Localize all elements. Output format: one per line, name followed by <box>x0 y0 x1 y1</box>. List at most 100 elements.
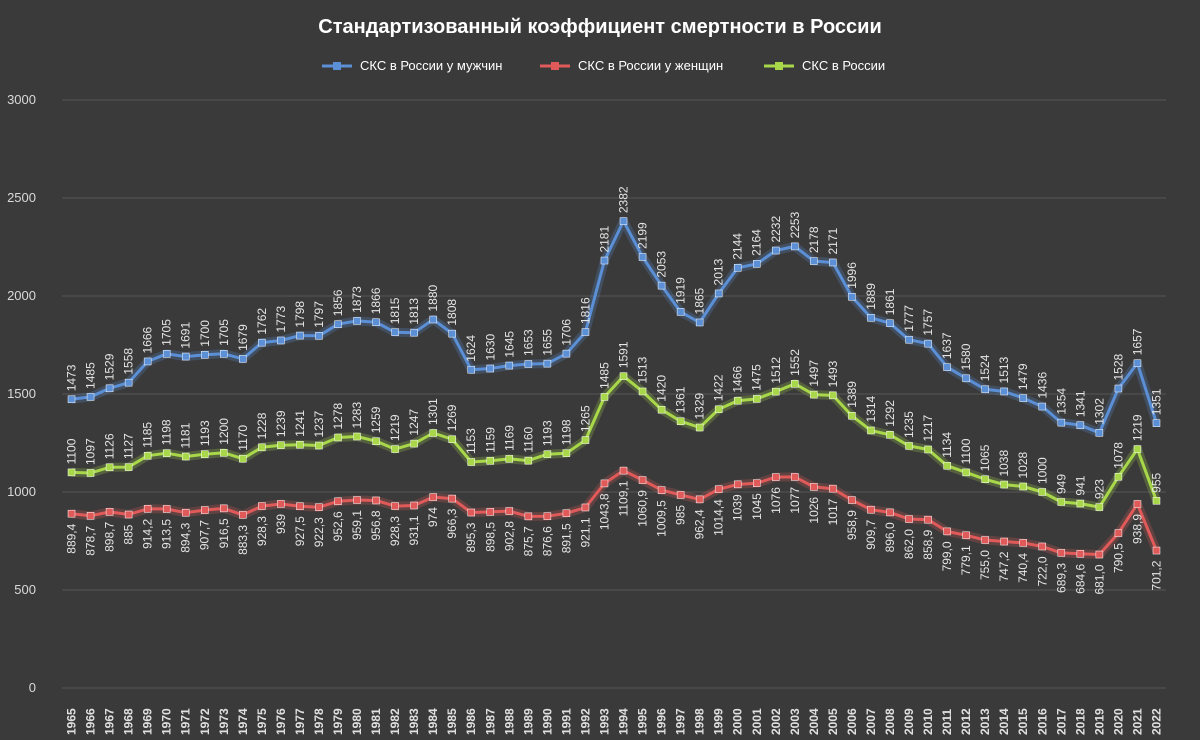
data-point <box>657 486 666 494</box>
data-point <box>143 357 152 366</box>
x-tick-label: 1992 <box>578 708 592 735</box>
data-point <box>124 510 133 519</box>
x-tick-label: 1984 <box>426 708 440 735</box>
x-tick-label: 1987 <box>483 708 497 735</box>
data-label: 1815 <box>388 297 402 324</box>
data-label: 799,0 <box>940 541 954 571</box>
x-tick-label: 2007 <box>864 708 878 735</box>
data-label: 1045 <box>750 493 764 520</box>
data-point <box>1038 402 1047 411</box>
data-label: 1513 <box>636 356 650 383</box>
data-label: 1265 <box>578 405 592 432</box>
data-label: 913,5 <box>160 519 174 549</box>
data-point <box>581 328 590 336</box>
data-point <box>867 505 875 514</box>
data-label: 2382 <box>617 186 631 213</box>
data-label: 883,3 <box>236 525 250 555</box>
data-point <box>391 445 399 453</box>
data-label: 1043,8 <box>597 493 611 530</box>
data-point <box>733 480 742 489</box>
data-point <box>239 511 247 519</box>
data-point <box>239 355 247 363</box>
data-label: 1580 <box>959 343 973 370</box>
data-label: 722,0 <box>1035 556 1049 586</box>
data-label: 949 <box>1054 474 1068 494</box>
data-point <box>1095 550 1104 559</box>
data-label: 1097 <box>84 438 98 465</box>
data-label: 1529 <box>103 353 117 380</box>
data-point <box>353 432 361 441</box>
data-label: 939 <box>274 514 288 534</box>
data-label: 1235 <box>902 411 916 438</box>
data-point <box>753 260 761 268</box>
data-label: 1237 <box>312 411 326 438</box>
data-label: 1524 <box>978 354 992 381</box>
data-point <box>1114 384 1123 393</box>
data-label: 909,7 <box>864 519 878 549</box>
data-label: 1466 <box>731 366 745 393</box>
data-point <box>962 374 970 383</box>
data-point <box>1152 546 1161 555</box>
data-point <box>848 412 856 420</box>
data-label: 952,6 <box>331 511 345 541</box>
data-point <box>981 385 989 394</box>
data-label: 955 <box>1149 472 1163 492</box>
data-point <box>1133 359 1142 367</box>
y-tick-label: 3000 <box>7 92 36 107</box>
x-tick-label: 1977 <box>293 708 307 735</box>
data-label: 755,0 <box>978 550 992 580</box>
data-point <box>124 378 133 387</box>
data-point <box>181 452 190 461</box>
data-label: 790,5 <box>1111 543 1125 573</box>
data-point <box>962 531 970 540</box>
data-label: 1473 <box>65 364 79 391</box>
x-tick-label: 2008 <box>883 708 897 735</box>
y-tick-label: 2500 <box>7 190 36 205</box>
data-point <box>201 506 209 514</box>
data-point <box>600 256 609 265</box>
data-point <box>543 450 552 458</box>
data-point <box>905 335 913 344</box>
data-label: 1292 <box>883 400 897 427</box>
x-tick-label: 2019 <box>1092 708 1106 735</box>
data-label: 974 <box>426 507 440 527</box>
data-point <box>772 473 780 481</box>
data-label: 1283 <box>350 402 364 429</box>
data-point <box>581 436 590 444</box>
data-point <box>429 315 437 324</box>
data-label: 1228 <box>255 412 269 439</box>
legend-label: СКС в России у мужчин <box>360 58 502 73</box>
data-point <box>810 390 818 399</box>
data-label: 1637 <box>940 332 954 359</box>
data-point <box>676 308 685 316</box>
x-tick-label: 1978 <box>312 708 326 735</box>
data-label: 858,9 <box>921 529 935 559</box>
data-label: 959,1 <box>350 510 364 540</box>
data-label: 1757 <box>921 309 935 336</box>
data-label: 923 <box>1092 479 1106 499</box>
data-label: 956,8 <box>369 510 383 540</box>
data-label: 1777 <box>902 305 916 332</box>
data-label: 1422 <box>712 374 726 401</box>
data-point <box>220 350 228 358</box>
data-label: 1706 <box>559 319 573 346</box>
data-point <box>181 352 190 361</box>
data-point <box>448 435 456 444</box>
data-point <box>600 393 609 401</box>
x-tick-label: 1983 <box>407 708 421 735</box>
data-point <box>867 426 875 435</box>
x-tick-label: 2022 <box>1149 708 1163 735</box>
data-label: 2171 <box>826 227 840 254</box>
data-label: 1436 <box>1035 372 1049 399</box>
data-label: 1691 <box>179 322 193 349</box>
data-label: 1762 <box>255 308 269 335</box>
data-label: 1861 <box>883 288 897 315</box>
data-point <box>981 536 989 544</box>
legend-marker <box>333 62 341 70</box>
data-label: 1181 <box>179 422 193 448</box>
data-point <box>562 509 571 518</box>
data-label: 1028 <box>1016 451 1030 478</box>
data-label: 928,3 <box>388 516 402 546</box>
data-point <box>886 319 894 327</box>
